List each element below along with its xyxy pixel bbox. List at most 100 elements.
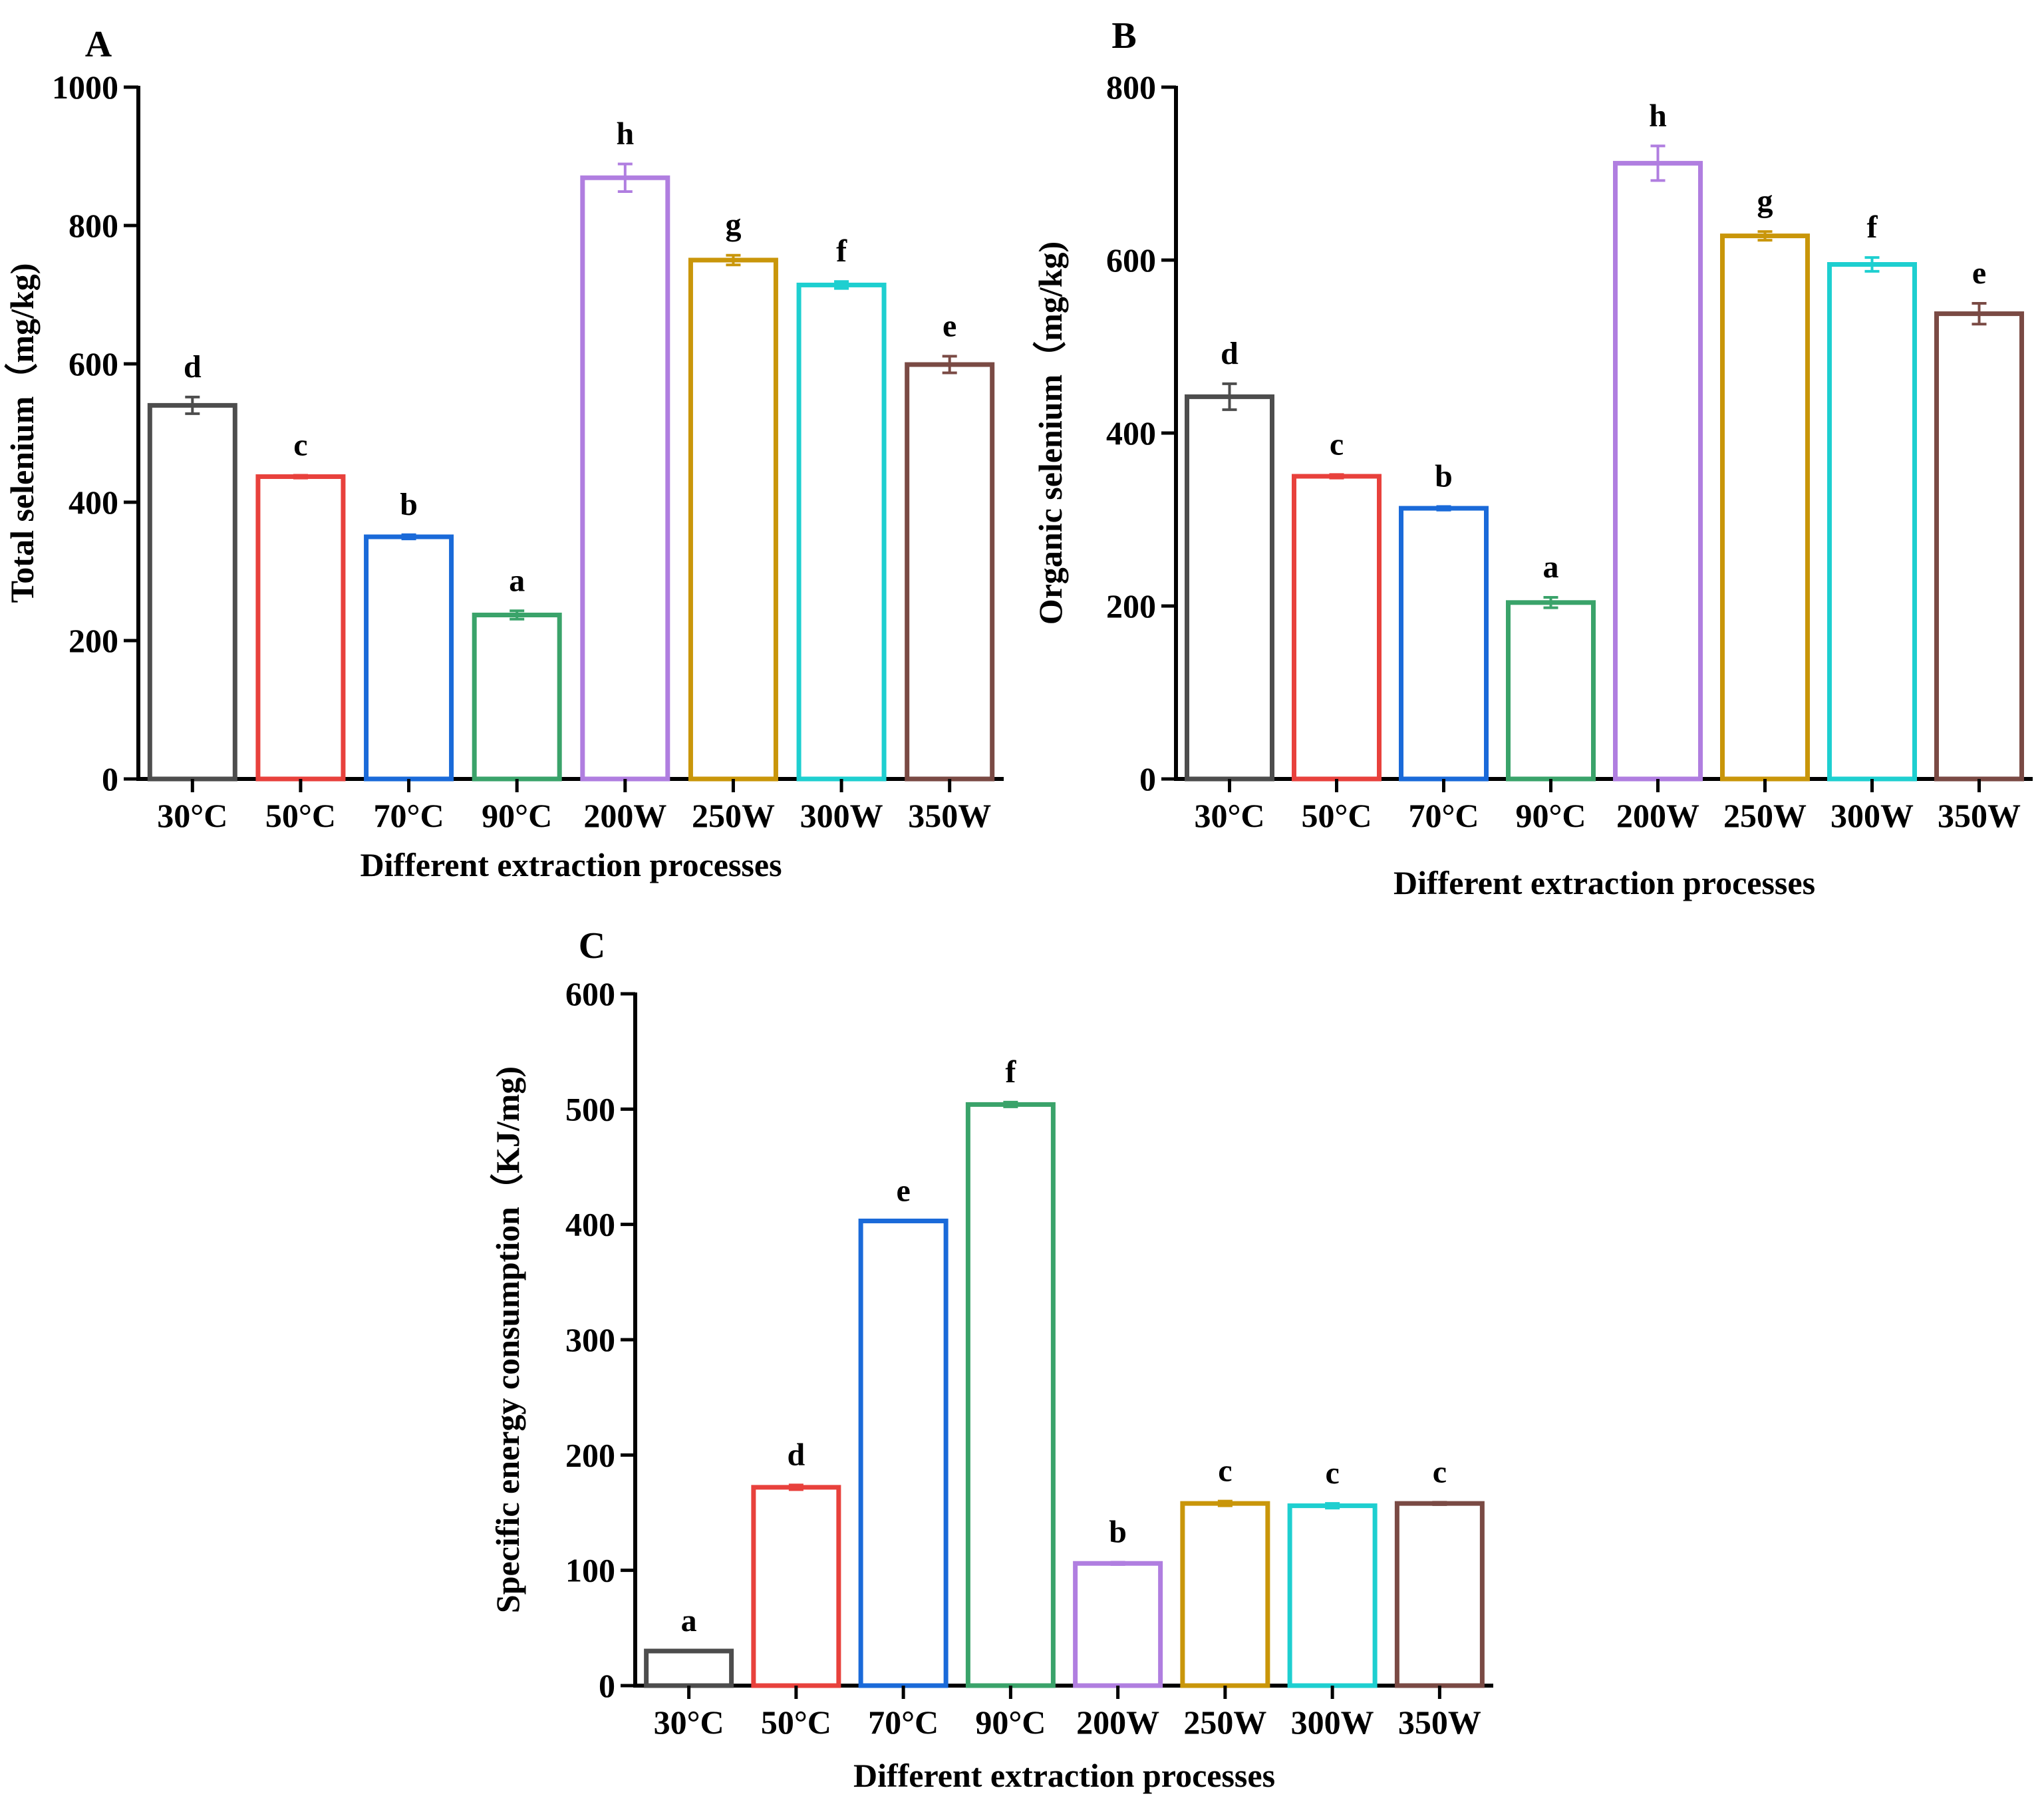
x-tick-label-a-3: 90°C [482,797,552,834]
bar-b-0 [1185,394,1274,782]
x-tick-label-b-1: 50°C [1301,797,1372,834]
x-axis-title-b: Different extraction processes [1393,864,1815,901]
bar-a-5 [688,257,778,782]
x-tick-label-b-6: 300W [1830,797,1914,834]
bar-a-0 [147,402,237,782]
sig-letter-a-6: f [836,233,847,269]
sig-letter-c-6: c [1325,1455,1339,1491]
y-tick-label-c-4: 400 [565,1206,615,1243]
x-tick-label-c-7: 350W [1398,1704,1481,1741]
x-tick-label-c-1: 50°C [761,1704,831,1741]
x-tick-label-c-0: 30°C [654,1704,724,1741]
bar-c-6 [1287,1503,1378,1688]
sig-letter-a-7: e [943,309,956,344]
x-tick-label-b-2: 70°C [1408,797,1479,834]
sig-letter-a-4: h [616,116,634,151]
x-tick-label-b-5: 250W [1723,797,1807,834]
x-tick-label-c-4: 200W [1076,1704,1159,1741]
y-tick-label-b-4: 800 [1106,69,1156,106]
bar-c-5 [1180,1501,1270,1688]
bar-a-4 [580,175,670,782]
sig-letter-c-3: f [1005,1054,1016,1090]
sig-letter-c-4: b [1109,1515,1127,1550]
bar-c-7 [1394,1501,1485,1688]
y-tick-label-c-2: 200 [565,1436,615,1473]
y-axis-title-c: Specific energy consumption（KJ/mg) [489,1066,526,1613]
x-tick-label-a-0: 30°C [157,797,227,834]
y-tick-label-b-2: 400 [1106,414,1156,452]
sig-letter-c-0: a [681,1603,697,1638]
sig-letter-c-7: c [1433,1454,1447,1489]
bar-b-7 [1934,311,2024,782]
sig-letter-b-5: g [1757,184,1773,219]
y-tick-label-c-1: 100 [565,1552,615,1589]
y-tick-label-c-6: 600 [565,975,615,1012]
x-tick-label-a-2: 70°C [374,797,444,834]
sig-letter-b-2: b [1435,459,1453,494]
bar-b-1 [1292,474,1382,782]
y-tick-label-c-3: 300 [565,1321,615,1358]
x-axis-title-a: Different extraction processes [360,846,782,883]
bar-c-1 [751,1485,841,1688]
bar-b-2 [1399,506,1489,782]
y-tick-label-a-3: 600 [69,345,118,382]
x-tick-label-b-0: 30°C [1194,797,1264,834]
sig-letter-a-5: g [725,208,741,243]
bar-a-6 [796,282,887,782]
panel-label-a: A [85,24,112,65]
x-tick-label-b-7: 350W [1938,797,2021,834]
bar-b-4 [1613,160,1703,782]
sig-letter-c-2: e [896,1173,910,1208]
sig-letter-b-6: f [1867,210,1878,245]
y-tick-label-c-0: 0 [599,1667,615,1704]
sig-letter-c-1: d [788,1437,805,1472]
x-tick-label-c-6: 300W [1291,1704,1374,1741]
y-tick-label-a-0: 0 [102,760,118,798]
y-axis-title-a: Total selenium（mg/kg) [3,263,41,603]
y-tick-label-b-1: 200 [1106,587,1156,625]
sig-letter-a-2: b [400,487,418,522]
x-tick-label-a-5: 250W [692,797,775,834]
x-tick-label-a-7: 350W [908,797,991,834]
bar-b-3 [1506,600,1596,782]
bar-b-6 [1827,262,1917,782]
y-tick-label-a-5: 1000 [52,69,118,106]
y-tick-label-c-5: 500 [565,1090,615,1128]
sig-letter-a-0: d [184,349,202,384]
x-tick-label-b-3: 90°C [1515,797,1586,834]
sig-letter-b-7: e [1972,255,1986,291]
sig-letter-b-1: c [1330,426,1344,462]
panel-label-b: B [1111,15,1136,57]
bar-b-5 [1720,233,1810,782]
sig-letter-c-5: c [1218,1453,1232,1489]
bar-a-1 [255,474,346,782]
x-tick-label-a-4: 200W [583,797,666,834]
sig-letter-a-3: a [509,563,525,598]
sig-letter-b-0: d [1221,336,1239,371]
x-tick-label-c-3: 90°C [975,1704,1046,1741]
sig-letter-b-3: a [1543,549,1559,585]
y-tick-label-b-3: 600 [1106,241,1156,279]
x-tick-label-a-6: 300W [800,797,883,834]
sig-letter-a-1: c [293,427,307,462]
y-tick-label-a-1: 200 [69,622,118,659]
bar-c-3 [965,1102,1056,1688]
y-tick-label-a-2: 400 [69,484,118,521]
x-tick-label-c-2: 70°C [868,1704,939,1741]
x-tick-label-b-4: 200W [1616,797,1699,834]
bar-c-0 [644,1648,734,1688]
bar-a-3 [472,613,562,782]
sig-letter-b-4: h [1649,98,1667,133]
bar-c-4 [1073,1561,1163,1688]
y-axis-title-b: Organic selenium（mg/kg) [1032,241,1069,625]
bar-a-2 [364,534,454,782]
panel-label-c: C [579,925,605,967]
bar-a-7 [905,362,995,782]
x-axis-title-c: Different extraction processes [853,1757,1275,1794]
y-tick-label-a-4: 800 [69,207,118,244]
bar-c-2 [858,1218,949,1688]
y-tick-label-b-0: 0 [1139,760,1156,798]
x-tick-label-a-1: 50°C [265,797,336,834]
x-tick-label-c-5: 250W [1183,1704,1266,1741]
